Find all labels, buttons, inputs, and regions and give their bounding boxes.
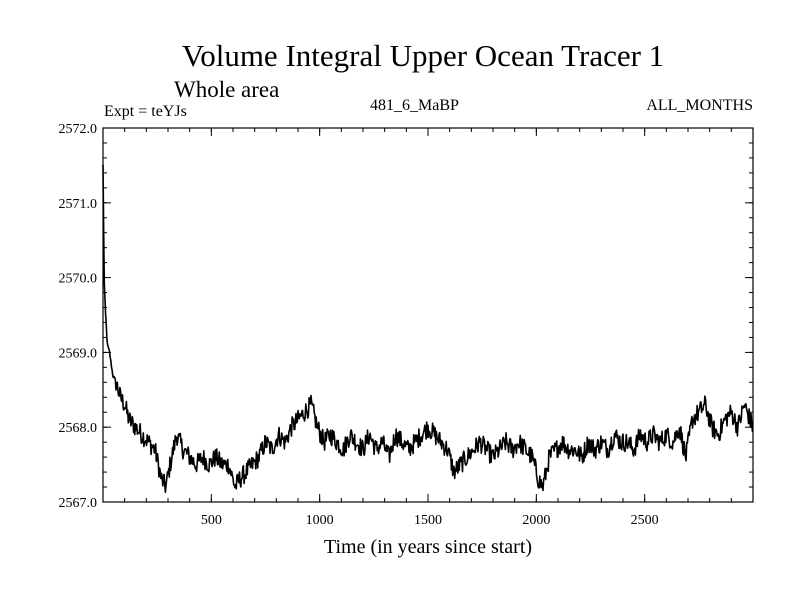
x-tick-label: 1000 — [306, 513, 334, 528]
x-axis-label: Time (in years since start) — [323, 536, 533, 558]
series-line — [102, 164, 754, 494]
period-label: 481_6_MaBP — [370, 97, 459, 114]
x-tick-label: 2000 — [522, 513, 550, 528]
x-tick-label: 1500 — [414, 513, 442, 528]
x-tick-label: 500 — [201, 513, 222, 528]
y-tick-label: 2572.0 — [59, 122, 98, 137]
y-tick-label: 2570.0 — [59, 272, 98, 287]
chart-title: Volume Integral Upper Ocean Tracer 1 — [181, 38, 665, 73]
chart-subtitle: Whole area — [174, 77, 280, 102]
plot-frame — [102, 127, 754, 503]
x-axis: 500 1000 1500 2000 2500 — [124, 128, 732, 528]
y-tick-label: 2568.0 — [59, 421, 98, 436]
x-tick-label: 2500 — [631, 513, 659, 528]
series-group — [102, 164, 754, 494]
y-tick-label: 2571.0 — [59, 197, 98, 212]
months-label: ALL_MONTHS — [646, 97, 753, 114]
y-tick-label: 2567.0 — [59, 496, 98, 511]
experiment-label: Expt = teYJs — [104, 103, 187, 120]
y-axis: 2567.0 2568.0 2569.0 2570.0 2571.0 2572.0 — [59, 122, 753, 511]
y-tick-label: 2569.0 — [59, 346, 98, 361]
